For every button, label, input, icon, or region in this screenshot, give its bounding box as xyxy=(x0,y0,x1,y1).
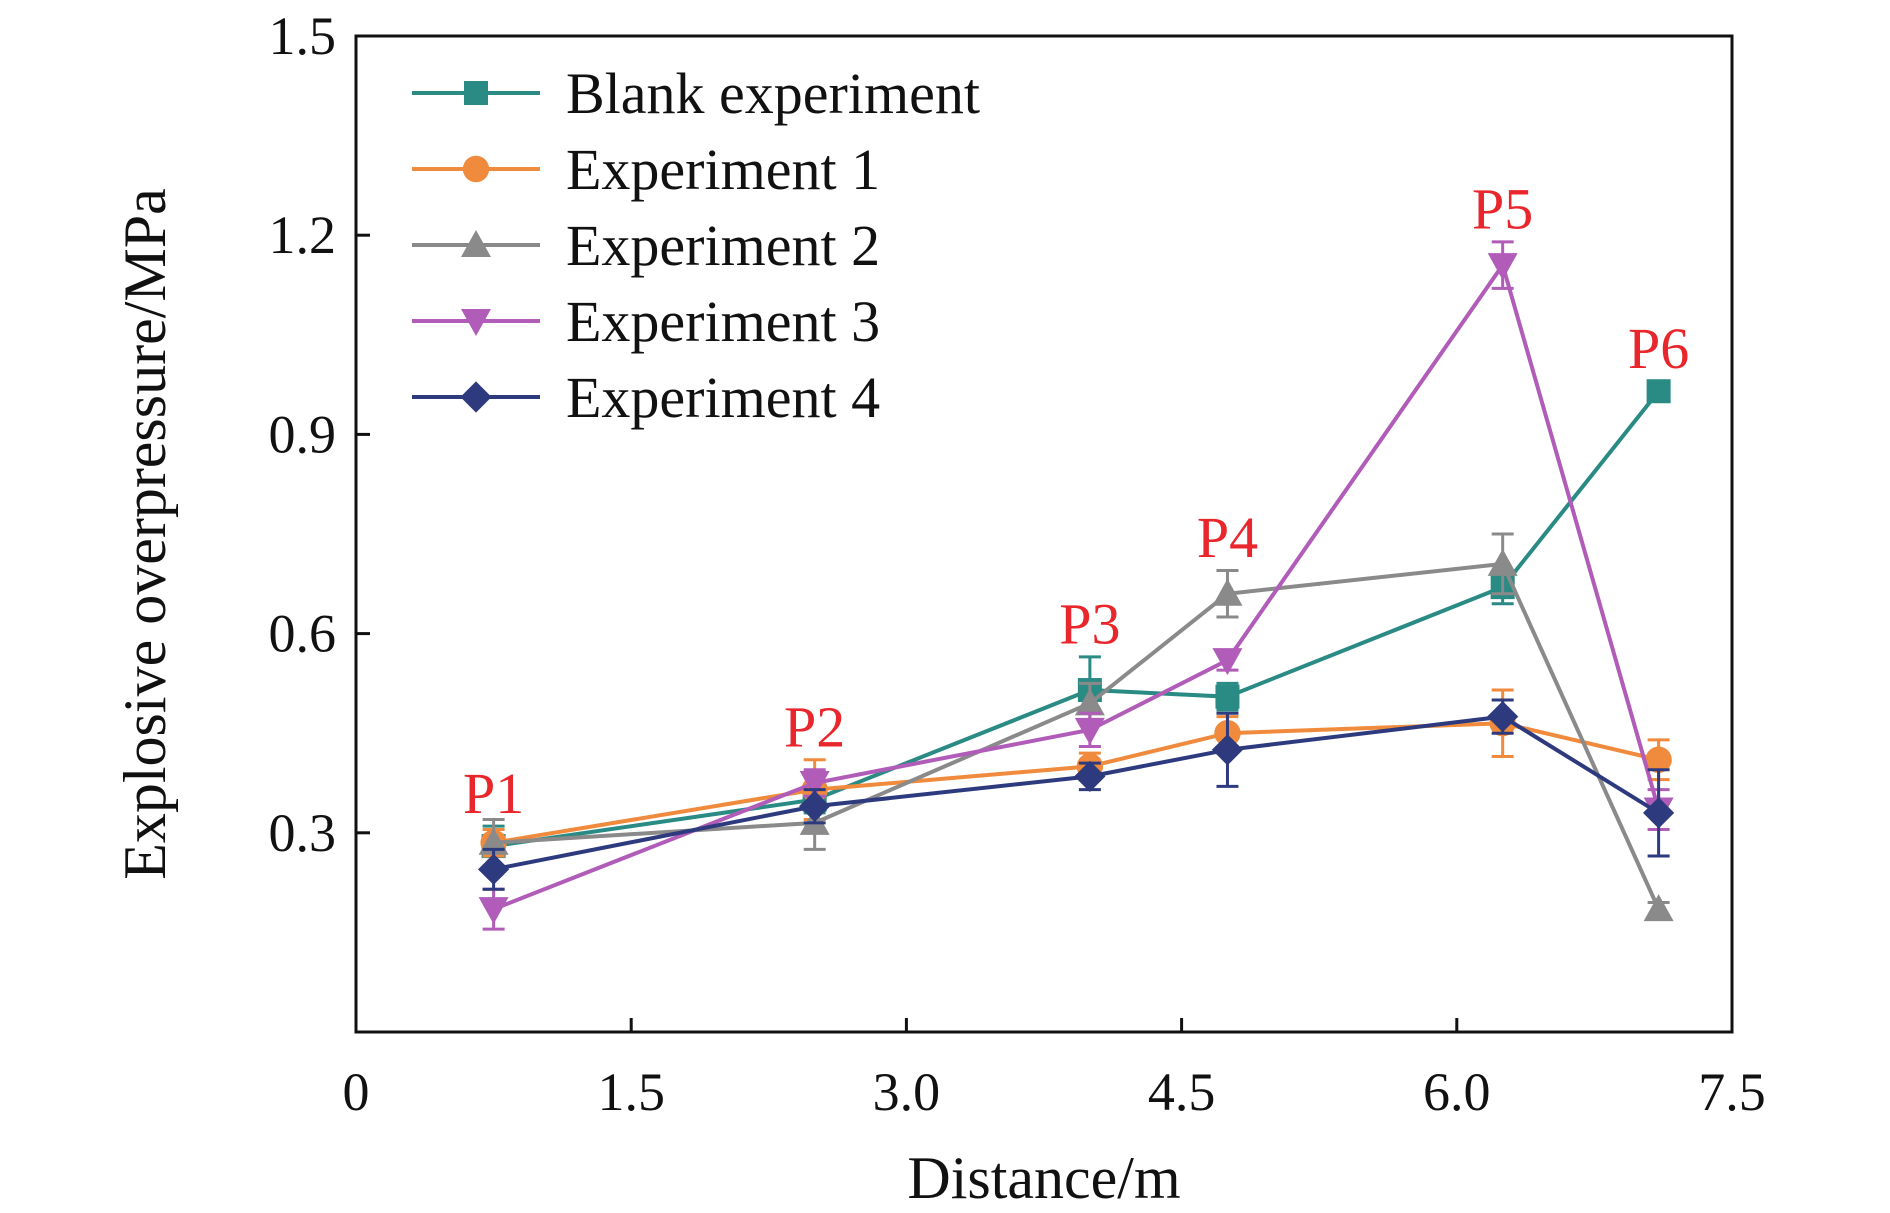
data-point xyxy=(478,853,510,885)
legend-marker xyxy=(464,81,488,105)
legend-marker xyxy=(460,381,492,413)
legend-item: Experiment 3 xyxy=(412,289,880,354)
legend-item: Blank experiment xyxy=(412,61,980,126)
legend-item: Experiment 2 xyxy=(412,213,880,278)
legend-marker xyxy=(462,155,490,183)
data-point xyxy=(1212,578,1243,606)
point-label-p4: P4 xyxy=(1197,505,1258,570)
plot-frame xyxy=(354,34,1734,1034)
data-point xyxy=(1645,746,1672,773)
data-point xyxy=(1074,688,1105,716)
series-line xyxy=(493,561,1661,910)
series-line xyxy=(493,721,1660,845)
data-point xyxy=(1215,684,1240,709)
series-line xyxy=(492,260,1661,912)
point-label-p6: P6 xyxy=(1628,316,1689,381)
data-point xyxy=(1074,717,1105,745)
legend-marker xyxy=(461,230,491,257)
y-tick-label: 0.3 xyxy=(269,803,337,863)
data-point xyxy=(1212,648,1243,676)
x-axis-ticks: 0 1.5 3.0 4.5 6.0 7.5 xyxy=(343,1018,1766,1122)
legend-marker xyxy=(461,309,491,336)
point-label-p3: P3 xyxy=(1059,592,1120,657)
series-line xyxy=(493,714,1660,872)
legend: Blank experiment Experiment 1 Experiment 2… xyxy=(412,61,980,430)
legend-label: Experiment 4 xyxy=(566,365,880,430)
x-tick-label: 4.5 xyxy=(1148,1062,1216,1122)
legend-item: Experiment 1 xyxy=(412,137,880,202)
x-tick-label: 6.0 xyxy=(1423,1062,1491,1122)
data-point xyxy=(478,897,509,925)
y-tick-label: 1.2 xyxy=(269,205,337,265)
data-point xyxy=(1643,894,1674,922)
x-axis-title: Distance/m xyxy=(907,1145,1180,1211)
y-tick-label: 0.9 xyxy=(269,404,337,464)
x-tick-label: 0 xyxy=(343,1062,370,1122)
y-tick-label: 1.5 xyxy=(269,6,337,66)
y-axis-title: Explosive overpressure/MPa xyxy=(112,188,178,880)
data-point xyxy=(1211,734,1244,766)
data-point xyxy=(799,790,831,822)
data-point xyxy=(1487,701,1519,733)
data-point xyxy=(1487,548,1518,576)
x-tick-label: 7.5 xyxy=(1698,1062,1766,1122)
y-axis-ticks: 0.3 0.6 0.9 1.2 1.5 xyxy=(269,6,370,863)
data-point xyxy=(1643,797,1675,829)
y-tick-label: 0.6 xyxy=(269,604,337,664)
point-annotations: P1 P2 P3 P4 P5 P6 xyxy=(463,177,1689,826)
plot-border xyxy=(354,34,1734,1034)
x-tick-label: 1.5 xyxy=(597,1062,665,1122)
x-tick-label: 3.0 xyxy=(873,1062,941,1122)
series-layer xyxy=(478,240,1675,931)
legend-label: Experiment 3 xyxy=(566,289,880,354)
legend-label: Experiment 2 xyxy=(566,213,880,278)
data-point xyxy=(1487,253,1518,281)
legend-label: Experiment 1 xyxy=(566,137,880,202)
data-point xyxy=(1646,379,1671,404)
point-label-p1: P1 xyxy=(463,761,524,826)
legend-label: Blank experiment xyxy=(566,61,980,126)
series-experiment-4 xyxy=(478,698,1675,891)
data-point xyxy=(799,771,830,798)
data-point xyxy=(1074,760,1106,792)
legend-item: Experiment 4 xyxy=(412,365,880,430)
point-label-p5: P5 xyxy=(1472,177,1533,242)
point-label-p2: P2 xyxy=(784,694,845,759)
